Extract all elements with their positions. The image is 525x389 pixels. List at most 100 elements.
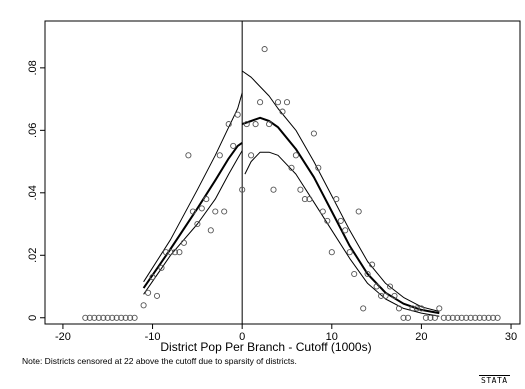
data-point [440,314,447,321]
data-point [373,283,380,290]
fitted-curves [142,70,440,317]
data-point [400,314,407,321]
data-point [167,249,174,256]
data-point [315,164,322,171]
data-point [274,99,282,106]
data-point [252,121,259,128]
data-point [104,314,111,321]
data-point [404,314,412,321]
x-tick-label: 30 [505,331,517,343]
fit-curve-5 [241,70,440,312]
data-point [95,314,102,321]
data-point [230,142,237,149]
data-point [122,314,129,321]
data-point [118,314,125,321]
data-point [378,292,385,299]
data-point [216,152,223,159]
x-axis: -20 -10 0 10 20 30 [55,324,517,343]
data-point [176,249,183,256]
data-point [212,208,219,215]
data-point [279,108,286,115]
data-point [360,305,367,312]
data-point [158,264,165,271]
data-point [490,314,497,321]
y-tick-label: 0 [27,315,39,321]
data-point [409,305,416,312]
fit-curve-0 [143,150,243,295]
data-point [194,220,201,228]
data-point [131,314,138,321]
data-point [270,186,277,193]
data-point [203,196,210,203]
data-point [257,99,264,106]
data-point [351,270,358,278]
data-point [185,152,192,159]
data-point [395,305,403,312]
data-point [463,314,470,321]
data-point [494,314,501,321]
fit-curve-1 [142,141,243,289]
data-point [458,314,465,321]
data-point [266,121,273,128]
data-point [149,274,156,281]
data-point [355,208,362,215]
data-point [422,314,429,321]
data-point [431,314,438,321]
data-point [82,314,89,321]
data-point [324,217,331,224]
data-point [140,302,147,309]
data-point [127,314,134,321]
data-point [292,152,299,159]
fit-curve-4 [241,116,440,315]
data-point [386,283,394,290]
data-point [472,314,479,321]
data-point [261,46,268,53]
data-point [369,261,376,268]
data-point [243,121,250,128]
y-tick-label: .08 [27,60,39,75]
data-point [328,249,335,256]
data-point [109,314,116,321]
data-point [86,314,93,321]
footnote: Note: Districts censored at 22 above the… [22,356,297,366]
data-point [100,314,107,321]
y-tick-label: .04 [27,185,39,200]
plot-area-frame [44,20,521,325]
data-point [248,152,255,159]
data-point [427,314,434,321]
x-tick-label: 10 [326,331,338,343]
data-point [297,186,304,193]
data-point [481,314,488,321]
data-point [162,249,170,256]
data-point [342,227,349,234]
data-point [180,239,187,246]
data-point [467,314,474,321]
data-point [337,217,344,224]
data-point [454,314,461,321]
data-point [445,314,452,321]
x-tick-label: 20 [415,331,427,343]
data-point [436,305,443,312]
data-point [91,314,98,321]
data-point [418,305,425,312]
y-tick-label: .06 [27,123,39,138]
data-point [239,186,246,193]
data-point [382,292,389,299]
y-tick-label: .02 [27,248,39,263]
x-tick-label: 0 [239,331,245,343]
x-tick-label: -20 [55,331,71,343]
x-tick-label: -10 [145,331,161,343]
data-point [221,208,228,215]
data-point [449,314,456,321]
stata-logo: STATA [479,375,510,385]
y-axis: 0 .02 .04 .06 .08 [27,60,45,321]
data-point [113,314,120,321]
data-point [189,208,196,215]
data-point [319,208,326,215]
data-point [391,292,398,299]
data-point [485,314,492,321]
data-point [346,249,353,256]
data-point [145,289,152,296]
data-point [301,196,308,203]
data-point [207,227,214,234]
